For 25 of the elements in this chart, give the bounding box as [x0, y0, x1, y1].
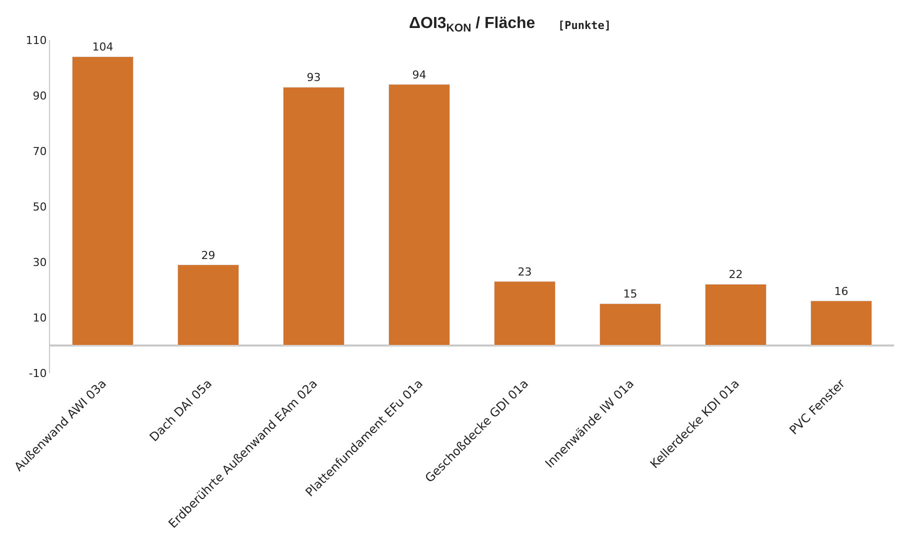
y-tick-label: 10: [32, 311, 47, 324]
y-tick-label: 90: [32, 89, 47, 102]
bar: [810, 300, 872, 346]
data-label: 29: [201, 248, 216, 262]
bar: [599, 303, 662, 346]
bar: [494, 281, 556, 346]
y-tick-label: -10: [28, 366, 47, 380]
y-tick-label: 50: [32, 200, 47, 214]
bar: [72, 56, 134, 346]
chart-subtitle: [Punkte]: [558, 19, 611, 32]
data-label: 94: [412, 68, 426, 82]
data-label: 16: [834, 284, 848, 298]
y-tick-label: 70: [32, 144, 47, 158]
data-label: 15: [623, 288, 638, 301]
y-tick-label: 110: [26, 34, 47, 47]
data-label: 93: [306, 71, 321, 84]
bar: [177, 264, 240, 346]
y-tick-label: 30: [32, 256, 47, 269]
bar: [704, 284, 767, 346]
bar: [282, 86, 345, 346]
data-label: 23: [518, 265, 532, 278]
data-label: 104: [92, 40, 114, 54]
bar: [388, 84, 450, 346]
data-label: 22: [728, 268, 743, 282]
chart-title: ΔOI3$_{KON}$ / Fläche: [409, 15, 536, 34]
